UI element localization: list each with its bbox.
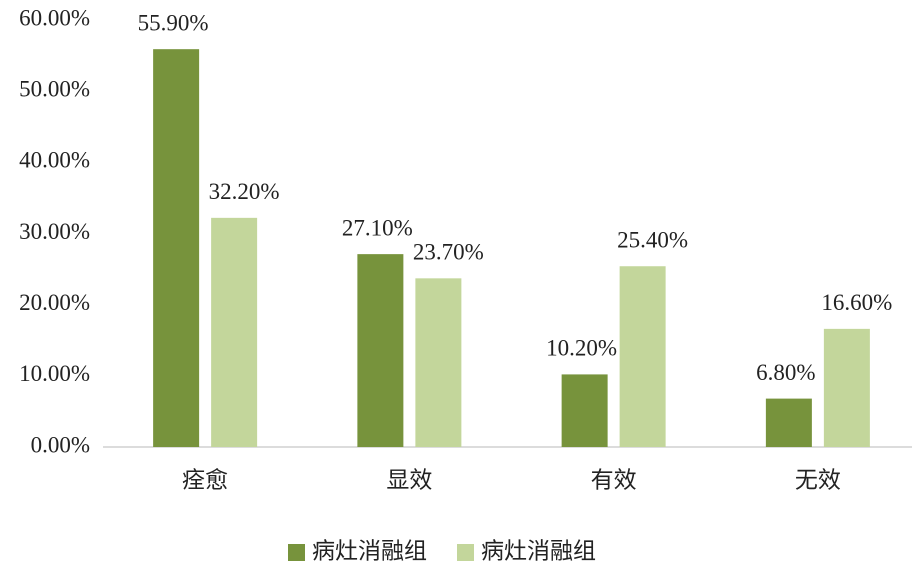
legend-swatch: [288, 544, 305, 561]
bar: [823, 328, 870, 447]
x-tick-label: 无效: [795, 467, 841, 492]
value-label: 55.90%: [138, 10, 209, 35]
y-tick-label: 20.00%: [19, 290, 90, 315]
y-tick-label: 10.00%: [19, 361, 90, 386]
value-label: 16.60%: [821, 290, 892, 315]
y-tick-label: 60.00%: [19, 5, 90, 30]
value-label: 25.40%: [617, 228, 688, 253]
legend-swatch: [457, 544, 474, 561]
value-label: 10.20%: [546, 336, 617, 361]
y-tick-label: 0.00%: [31, 432, 90, 457]
bar: [561, 374, 608, 447]
y-tick-label: 40.00%: [19, 148, 90, 173]
x-tick-label: 显效: [386, 467, 432, 492]
x-tick-label: 有效: [591, 467, 637, 492]
value-label: 23.70%: [413, 240, 484, 265]
bar: [211, 217, 258, 447]
legend-label: 病灶消融组: [312, 538, 427, 563]
y-tick-label: 30.00%: [19, 219, 90, 244]
bar: [153, 49, 200, 447]
legend-label: 病灶消融组: [481, 538, 596, 563]
bar: [415, 278, 462, 447]
bar: [357, 254, 404, 447]
bar: [765, 398, 812, 447]
value-label: 32.20%: [209, 179, 280, 204]
y-tick-label: 50.00%: [19, 76, 90, 101]
bar: [619, 266, 666, 447]
value-label: 27.10%: [342, 215, 413, 240]
x-tick-label: 痊愈: [182, 467, 228, 492]
value-label: 6.80%: [756, 360, 815, 385]
